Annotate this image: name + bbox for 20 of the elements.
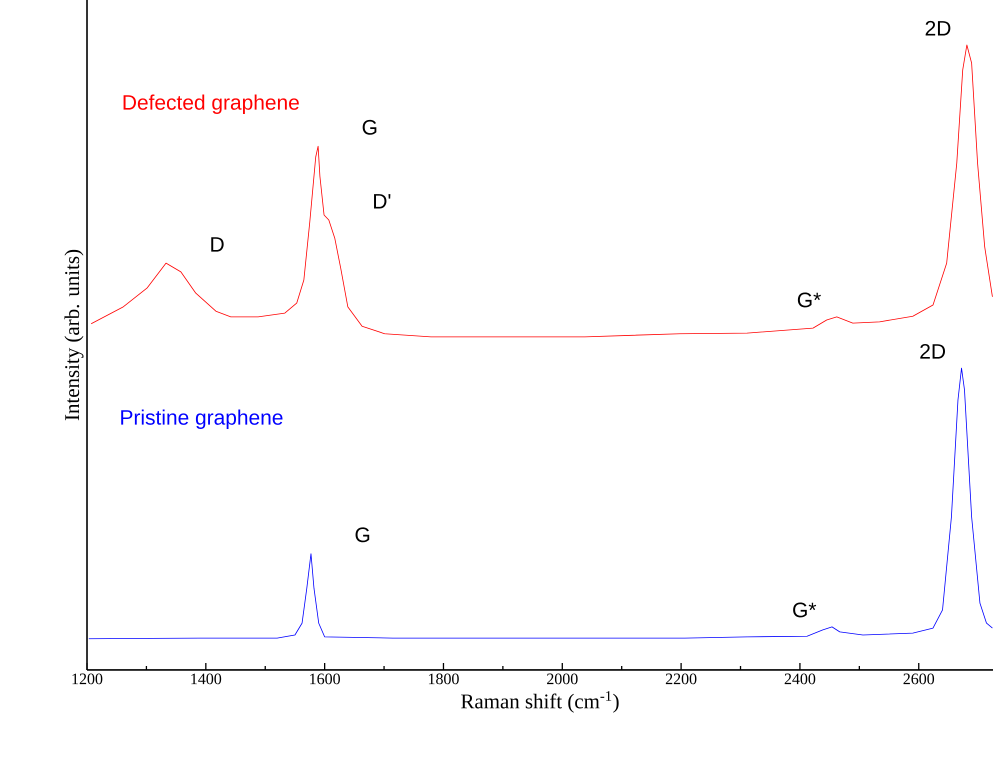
annotation: G [362, 120, 376, 135]
annotation: D [211, 237, 224, 252]
x-tick-label: 1200 [72, 674, 102, 684]
series-label: Defected graphene [124, 94, 299, 114]
x-tick-label: 2200 [666, 674, 696, 684]
annotation: G* [793, 602, 816, 618]
annotation: 2D [926, 20, 950, 36]
y-axis-title: Intensity (arb. units) [64, 250, 84, 420]
x-tick-label: 2600 [904, 674, 934, 684]
x-axis-title: Raman shift (cm$^{-1}$) [461, 691, 619, 713]
x-tick-label: 1400 [191, 674, 222, 684]
annotation: D' [374, 194, 390, 208]
x-tick-label: 2000 [547, 674, 578, 684]
x-tick-label: 2400 [784, 674, 816, 684]
x-tick-label: 1800 [428, 674, 459, 684]
annotation: 2D [920, 344, 945, 359]
text: Pristine graphene [121, 409, 282, 429]
annotation: G [356, 527, 370, 542]
annotation: G* [798, 292, 821, 308]
x-tick-label: 1600 [310, 674, 340, 684]
